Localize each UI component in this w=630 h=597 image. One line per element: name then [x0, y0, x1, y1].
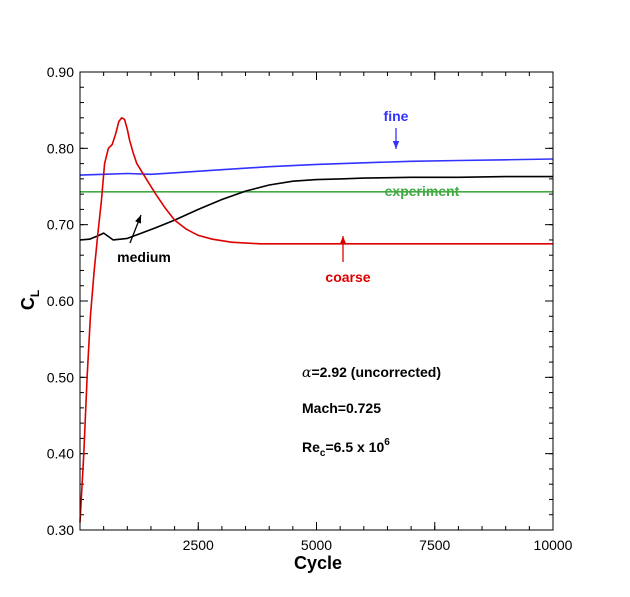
x-tick-label: 10000 [534, 537, 573, 553]
re-value: =6.5 x 10 [325, 439, 384, 455]
alpha-value: =2.92 (uncorrected) [311, 364, 441, 380]
y-tick-label: 0.30 [47, 522, 74, 538]
y-axis-title-sub: L [28, 290, 42, 297]
x-tick-label: 5000 [301, 537, 332, 553]
y-tick-label: 0.50 [47, 369, 74, 385]
y-axis-title-main: C [18, 297, 38, 310]
arrow-medium-head [135, 215, 142, 224]
annotation-experiment: experiment [385, 183, 460, 199]
series-line-medium [79, 175, 553, 241]
svg-text:CL: CL [18, 290, 42, 310]
series-layer [79, 117, 554, 523]
condition-alpha: α=2.92 (uncorrected) [302, 364, 441, 381]
axis-ticks: 0.30 0.40 0.50 0.60 0.70 0.80 0.90 2500 5000 7500… [47, 64, 573, 553]
condition-reynolds: Rec=6.5 x 106 [302, 437, 390, 459]
y-tick-label: 0.70 [47, 217, 74, 233]
y-tick-label: 0.40 [47, 446, 74, 462]
series-line-coarse [79, 117, 553, 523]
re-main: Re [302, 439, 320, 455]
arrow-coarse-head [339, 236, 347, 244]
annotation-coarse: coarse [325, 269, 370, 285]
re-sub: c [320, 448, 326, 459]
alpha-symbol: α [302, 365, 312, 381]
plot-frame [79, 71, 554, 531]
y-tick-label: 0.90 [47, 64, 74, 80]
annotation-arrows [129, 128, 400, 262]
series-line-fine [79, 158, 554, 176]
annotation-medium: medium [117, 249, 171, 265]
arrow-fine-head [392, 141, 400, 149]
y-axis-title: CL [18, 290, 42, 310]
annotation-fine: fine [384, 108, 409, 124]
y-tick-label: 0.80 [47, 140, 74, 156]
condition-mach: Mach=0.725 [302, 400, 381, 416]
x-tick-label: 2500 [183, 537, 214, 553]
x-axis-title: Cycle [294, 553, 342, 573]
y-tick-label: 0.60 [47, 293, 74, 309]
re-exp: 6 [384, 437, 390, 448]
x-tick-label: 7500 [419, 537, 450, 553]
